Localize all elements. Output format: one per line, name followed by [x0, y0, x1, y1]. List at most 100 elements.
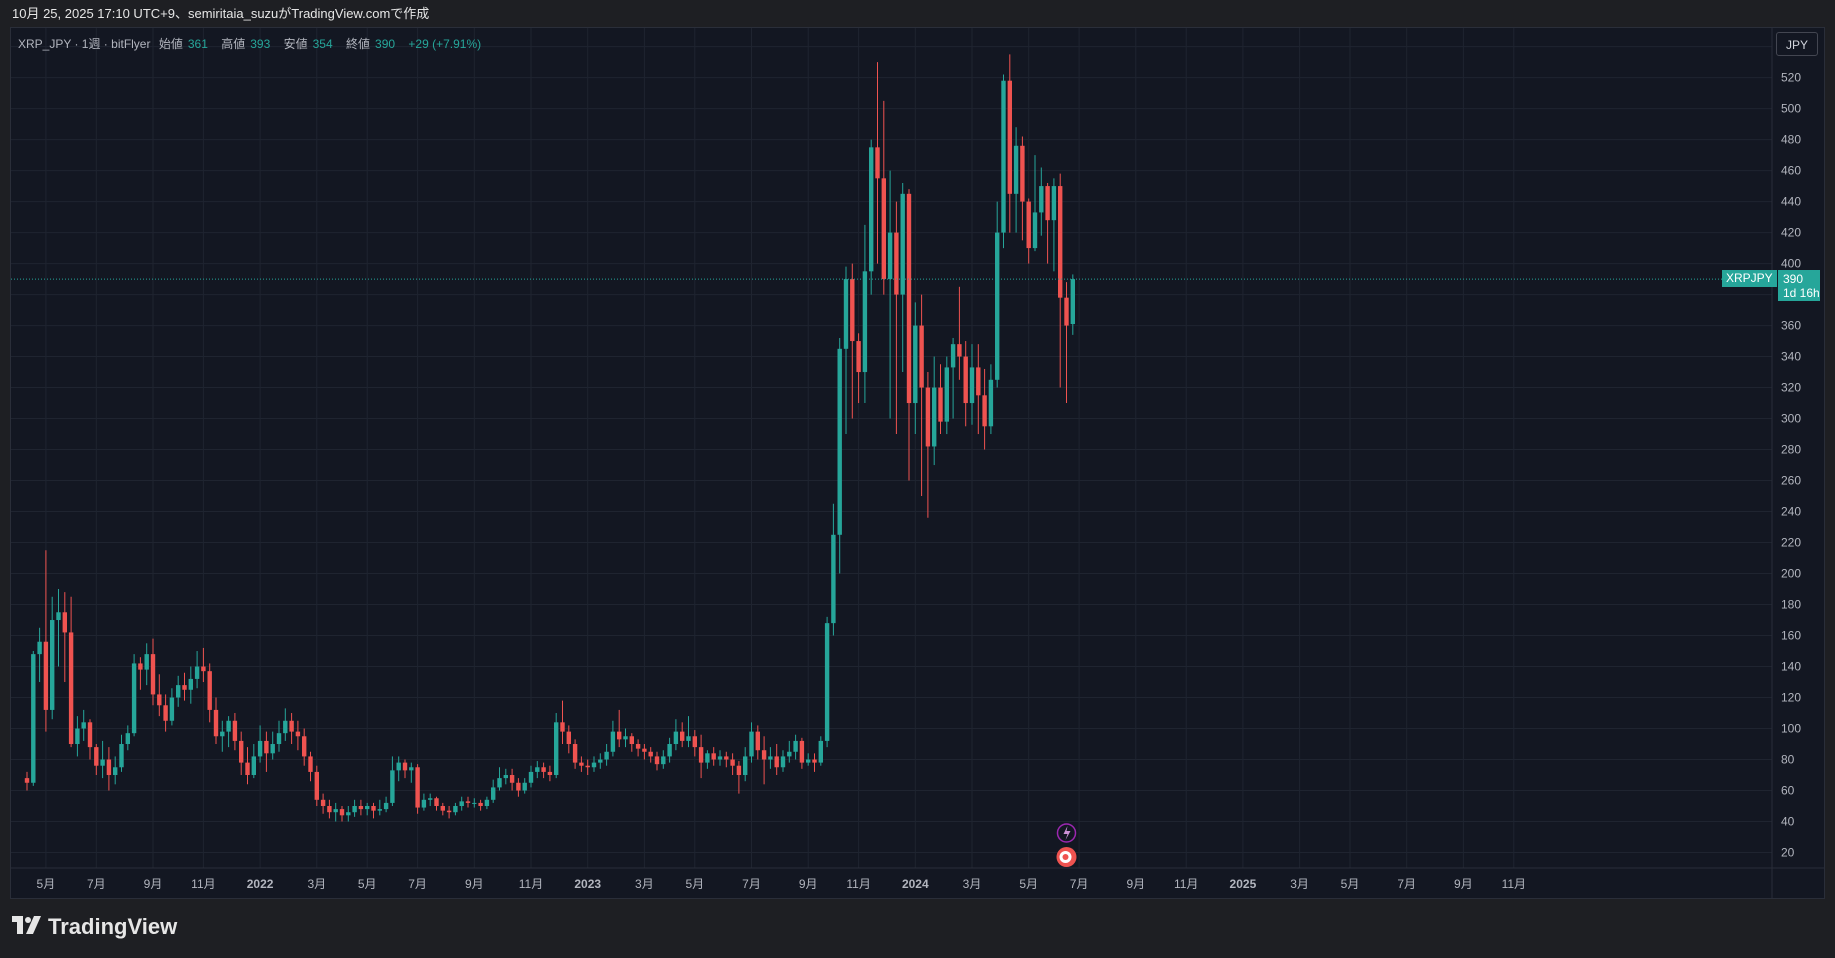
candle-body[interactable]: [446, 810, 452, 813]
candle-body[interactable]: [50, 620, 55, 710]
candle-body[interactable]: [94, 747, 99, 766]
candle-body[interactable]: [680, 731, 685, 741]
candle-body[interactable]: [245, 762, 250, 776]
candle-body[interactable]: [774, 756, 779, 768]
candle-body[interactable]: [856, 341, 861, 373]
candle-body[interactable]: [881, 178, 886, 280]
currency-selector[interactable]: JPY: [1776, 32, 1818, 56]
candle-body[interactable]: [308, 756, 313, 772]
candle-body[interactable]: [698, 747, 704, 763]
candle-body[interactable]: [724, 756, 729, 760]
candle-body[interactable]: [289, 720, 294, 732]
candle-body[interactable]: [976, 367, 981, 396]
tradingview-logo[interactable]: TradingView: [12, 914, 177, 940]
candle-body[interactable]: [516, 782, 521, 791]
candle-body[interactable]: [81, 722, 86, 729]
candle-body[interactable]: [163, 705, 168, 721]
candle-body[interactable]: [749, 731, 754, 757]
candle-body[interactable]: [635, 744, 641, 749]
candle-body[interactable]: [818, 740, 823, 763]
candle-body[interactable]: [150, 654, 156, 695]
candle-body[interactable]: [31, 654, 36, 783]
candle-body[interactable]: [812, 759, 817, 763]
candle-body[interactable]: [87, 722, 93, 748]
candle-body[interactable]: [900, 193, 905, 295]
candle-body[interactable]: [743, 756, 748, 776]
candle-body[interactable]: [711, 753, 716, 760]
candle-body[interactable]: [831, 534, 836, 624]
candle-body[interactable]: [138, 663, 143, 670]
candle-body[interactable]: [705, 753, 710, 763]
candle-body[interactable]: [207, 671, 212, 710]
candle-body[interactable]: [957, 344, 962, 357]
candle-body[interactable]: [428, 798, 433, 800]
candle-body[interactable]: [497, 778, 502, 788]
candle-body[interactable]: [806, 759, 811, 763]
candle-body[interactable]: [969, 367, 975, 404]
candle-body[interactable]: [963, 356, 968, 404]
candle-body[interactable]: [591, 762, 597, 768]
candle-body[interactable]: [1045, 186, 1050, 221]
candle-body[interactable]: [358, 806, 364, 810]
candle-body[interactable]: [283, 720, 288, 734]
candle-body[interactable]: [661, 756, 666, 765]
candle-body[interactable]: [125, 733, 130, 745]
candle-body[interactable]: [869, 147, 874, 272]
candle-body[interactable]: [157, 694, 162, 706]
candle-body[interactable]: [56, 612, 61, 621]
candle-body[interactable]: [761, 750, 767, 760]
candle-body[interactable]: [402, 762, 408, 771]
candle-body[interactable]: [201, 666, 206, 672]
candle-body[interactable]: [119, 744, 124, 768]
candle-body[interactable]: [837, 348, 842, 535]
candle-body[interactable]: [1001, 80, 1006, 233]
candle-body[interactable]: [415, 767, 420, 808]
candle-body[interactable]: [541, 767, 546, 772]
candle-body[interactable]: [43, 641, 49, 710]
candle-body[interactable]: [919, 325, 924, 388]
candle-body[interactable]: [333, 809, 338, 813]
candle-body[interactable]: [232, 720, 238, 741]
candle-body[interactable]: [988, 379, 994, 427]
candle-body[interactable]: [377, 809, 382, 811]
candle-body[interactable]: [327, 806, 332, 813]
candle-body[interactable]: [440, 806, 445, 811]
candle-body[interactable]: [572, 744, 578, 763]
candle-body[interactable]: [239, 740, 244, 763]
candle-body[interactable]: [421, 799, 427, 808]
candle-body[interactable]: [642, 748, 647, 752]
candle-body[interactable]: [894, 232, 899, 295]
candle-body[interactable]: [390, 770, 395, 803]
candle-body[interactable]: [176, 685, 181, 698]
candle-body[interactable]: [554, 722, 559, 776]
candle-body[interactable]: [623, 736, 628, 740]
candle-body[interactable]: [862, 271, 868, 373]
candle-body[interactable]: [503, 775, 508, 779]
candle-body[interactable]: [257, 740, 263, 757]
candle-body[interactable]: [950, 344, 956, 368]
candle-body[interactable]: [302, 736, 307, 757]
chart-pane[interactable]: [10, 27, 1825, 899]
candle-body[interactable]: [850, 279, 855, 342]
candle-body[interactable]: [535, 767, 540, 772]
candle-body[interactable]: [686, 736, 691, 741]
candle-body[interactable]: [68, 632, 74, 745]
candle-body[interactable]: [673, 731, 679, 745]
candle-body[interactable]: [648, 751, 653, 757]
candle-body[interactable]: [824, 623, 830, 741]
candle-body[interactable]: [1058, 186, 1063, 298]
candle-body[interactable]: [982, 395, 987, 427]
candle-body[interactable]: [932, 387, 937, 447]
candle-body[interactable]: [1020, 145, 1025, 202]
candle-body[interactable]: [365, 806, 370, 810]
candle-body[interactable]: [780, 756, 786, 768]
candle-body[interactable]: [528, 771, 534, 783]
candle-body[interactable]: [169, 697, 175, 721]
candle-body[interactable]: [213, 709, 219, 737]
candle-body[interactable]: [62, 612, 67, 633]
candle-body[interactable]: [938, 387, 943, 422]
candle-body[interactable]: [144, 654, 149, 670]
candle-body[interactable]: [352, 806, 357, 813]
candle-body[interactable]: [913, 325, 918, 404]
candle-body[interactable]: [755, 731, 760, 751]
